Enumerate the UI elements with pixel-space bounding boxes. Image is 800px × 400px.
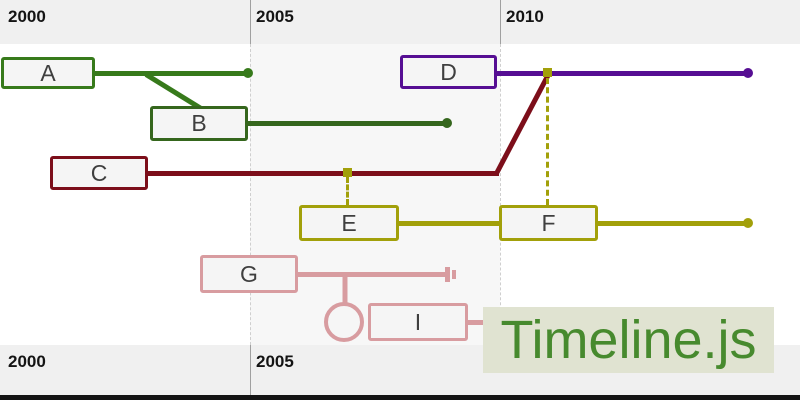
item-a-endpoint[interactable] (243, 68, 253, 78)
item-d[interactable]: D (400, 55, 497, 89)
item-d-line[interactable] (497, 70, 748, 76)
gridline-2005 (250, 44, 251, 345)
time-axis-top[interactable]: 2000 2005 2010 (0, 0, 800, 44)
item-b-endpoint[interactable] (442, 118, 452, 128)
timeline-js-watermark: Timeline.js (483, 307, 774, 373)
item-e-line[interactable] (399, 220, 499, 226)
item-g-end-marker-short (452, 270, 456, 279)
item-g-end-marker-tall (445, 267, 450, 282)
item-e[interactable]: E (299, 205, 399, 241)
axis-gridline-2010 (500, 0, 501, 44)
bottom-border (0, 395, 800, 400)
item-f[interactable]: F (499, 205, 598, 241)
axis-gridline-2005-bottom (250, 345, 251, 395)
item-e-anchor-line (345, 177, 349, 205)
item-g-line[interactable] (298, 271, 447, 277)
item-b-line[interactable] (248, 120, 447, 126)
item-f-anchor[interactable] (542, 67, 552, 77)
item-b[interactable]: B (150, 106, 248, 141)
link-a-to-b (144, 71, 203, 111)
item-f-endpoint[interactable] (743, 218, 753, 228)
item-c-line[interactable] (148, 170, 499, 176)
axis-tick-label: 2000 (8, 352, 46, 371)
alternating-background-band (250, 44, 500, 345)
axis-tick-label: 2000 (8, 7, 46, 26)
item-c[interactable]: C (50, 156, 148, 190)
axis-tick-label: 2010 (506, 7, 544, 26)
item-c-diagonal (494, 71, 552, 174)
link-g-to-i (342, 274, 348, 304)
item-f-line[interactable] (598, 220, 748, 226)
item-i[interactable]: I (368, 303, 468, 341)
axis-tick-label: 2005 (256, 7, 294, 26)
item-d-endpoint[interactable] (743, 68, 753, 78)
item-a-line[interactable] (95, 70, 248, 76)
axis-gridline-2005 (250, 0, 251, 44)
item-e-anchor[interactable] (342, 167, 352, 177)
gridline-2010 (500, 44, 501, 345)
item-i-start-circle[interactable] (324, 302, 364, 342)
item-g[interactable]: G (200, 255, 298, 293)
item-i-line (468, 319, 484, 325)
axis-tick-label: 2005 (256, 352, 294, 371)
item-f-anchor-line (545, 78, 549, 205)
item-a[interactable]: A (1, 57, 95, 89)
